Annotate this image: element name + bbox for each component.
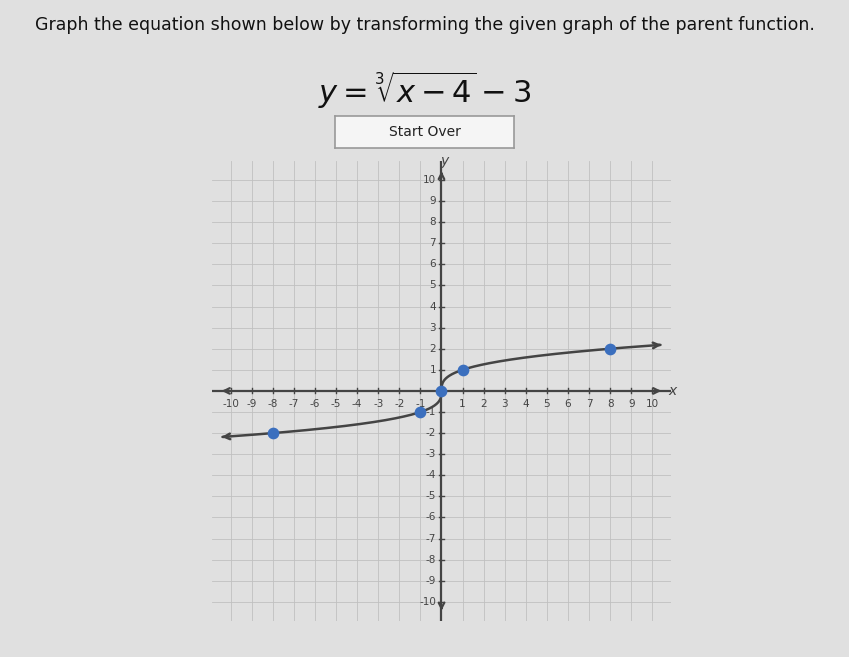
Text: x: x xyxy=(668,384,677,398)
Point xyxy=(435,386,448,396)
Text: -7: -7 xyxy=(289,399,299,409)
Text: 7: 7 xyxy=(430,238,436,248)
Point xyxy=(456,365,469,375)
Text: 10: 10 xyxy=(646,399,659,409)
Text: 9: 9 xyxy=(430,196,436,206)
Text: 6: 6 xyxy=(430,260,436,269)
Text: y: y xyxy=(441,154,449,168)
Text: -9: -9 xyxy=(246,399,256,409)
Point xyxy=(413,407,427,417)
Point xyxy=(604,344,617,354)
Text: 1: 1 xyxy=(459,399,466,409)
Text: -9: -9 xyxy=(426,576,436,586)
Text: -2: -2 xyxy=(394,399,404,409)
Text: Graph the equation shown below by transforming the given graph of the parent fun: Graph the equation shown below by transf… xyxy=(35,16,814,34)
Text: -2: -2 xyxy=(426,428,436,438)
Text: $y = \sqrt[3]{x - 4} - 3$: $y = \sqrt[3]{x - 4} - 3$ xyxy=(318,69,531,111)
Text: -10: -10 xyxy=(419,597,436,607)
Text: 4: 4 xyxy=(430,302,436,311)
Text: 6: 6 xyxy=(565,399,571,409)
Text: -1: -1 xyxy=(426,407,436,417)
Text: 3: 3 xyxy=(430,323,436,332)
Text: 5: 5 xyxy=(430,281,436,290)
Text: -3: -3 xyxy=(426,449,436,459)
Text: Start Over: Start Over xyxy=(389,125,460,139)
Text: 8: 8 xyxy=(430,217,436,227)
Text: 1: 1 xyxy=(430,365,436,375)
Text: 10: 10 xyxy=(423,175,436,185)
Text: 8: 8 xyxy=(607,399,614,409)
Text: 3: 3 xyxy=(502,399,508,409)
Text: -6: -6 xyxy=(310,399,320,409)
Text: 2: 2 xyxy=(430,344,436,353)
Point xyxy=(266,428,279,438)
Text: -8: -8 xyxy=(267,399,278,409)
Text: -6: -6 xyxy=(426,512,436,522)
Text: -7: -7 xyxy=(426,533,436,543)
Text: -3: -3 xyxy=(373,399,384,409)
Text: -5: -5 xyxy=(331,399,341,409)
Text: -10: -10 xyxy=(222,399,239,409)
Text: -4: -4 xyxy=(426,470,436,480)
Text: -1: -1 xyxy=(415,399,425,409)
Text: -8: -8 xyxy=(426,555,436,564)
Text: 4: 4 xyxy=(522,399,529,409)
Text: 9: 9 xyxy=(628,399,635,409)
Text: -4: -4 xyxy=(351,399,363,409)
Text: 2: 2 xyxy=(481,399,487,409)
Text: 7: 7 xyxy=(586,399,593,409)
Text: 5: 5 xyxy=(543,399,550,409)
Text: -5: -5 xyxy=(426,491,436,501)
